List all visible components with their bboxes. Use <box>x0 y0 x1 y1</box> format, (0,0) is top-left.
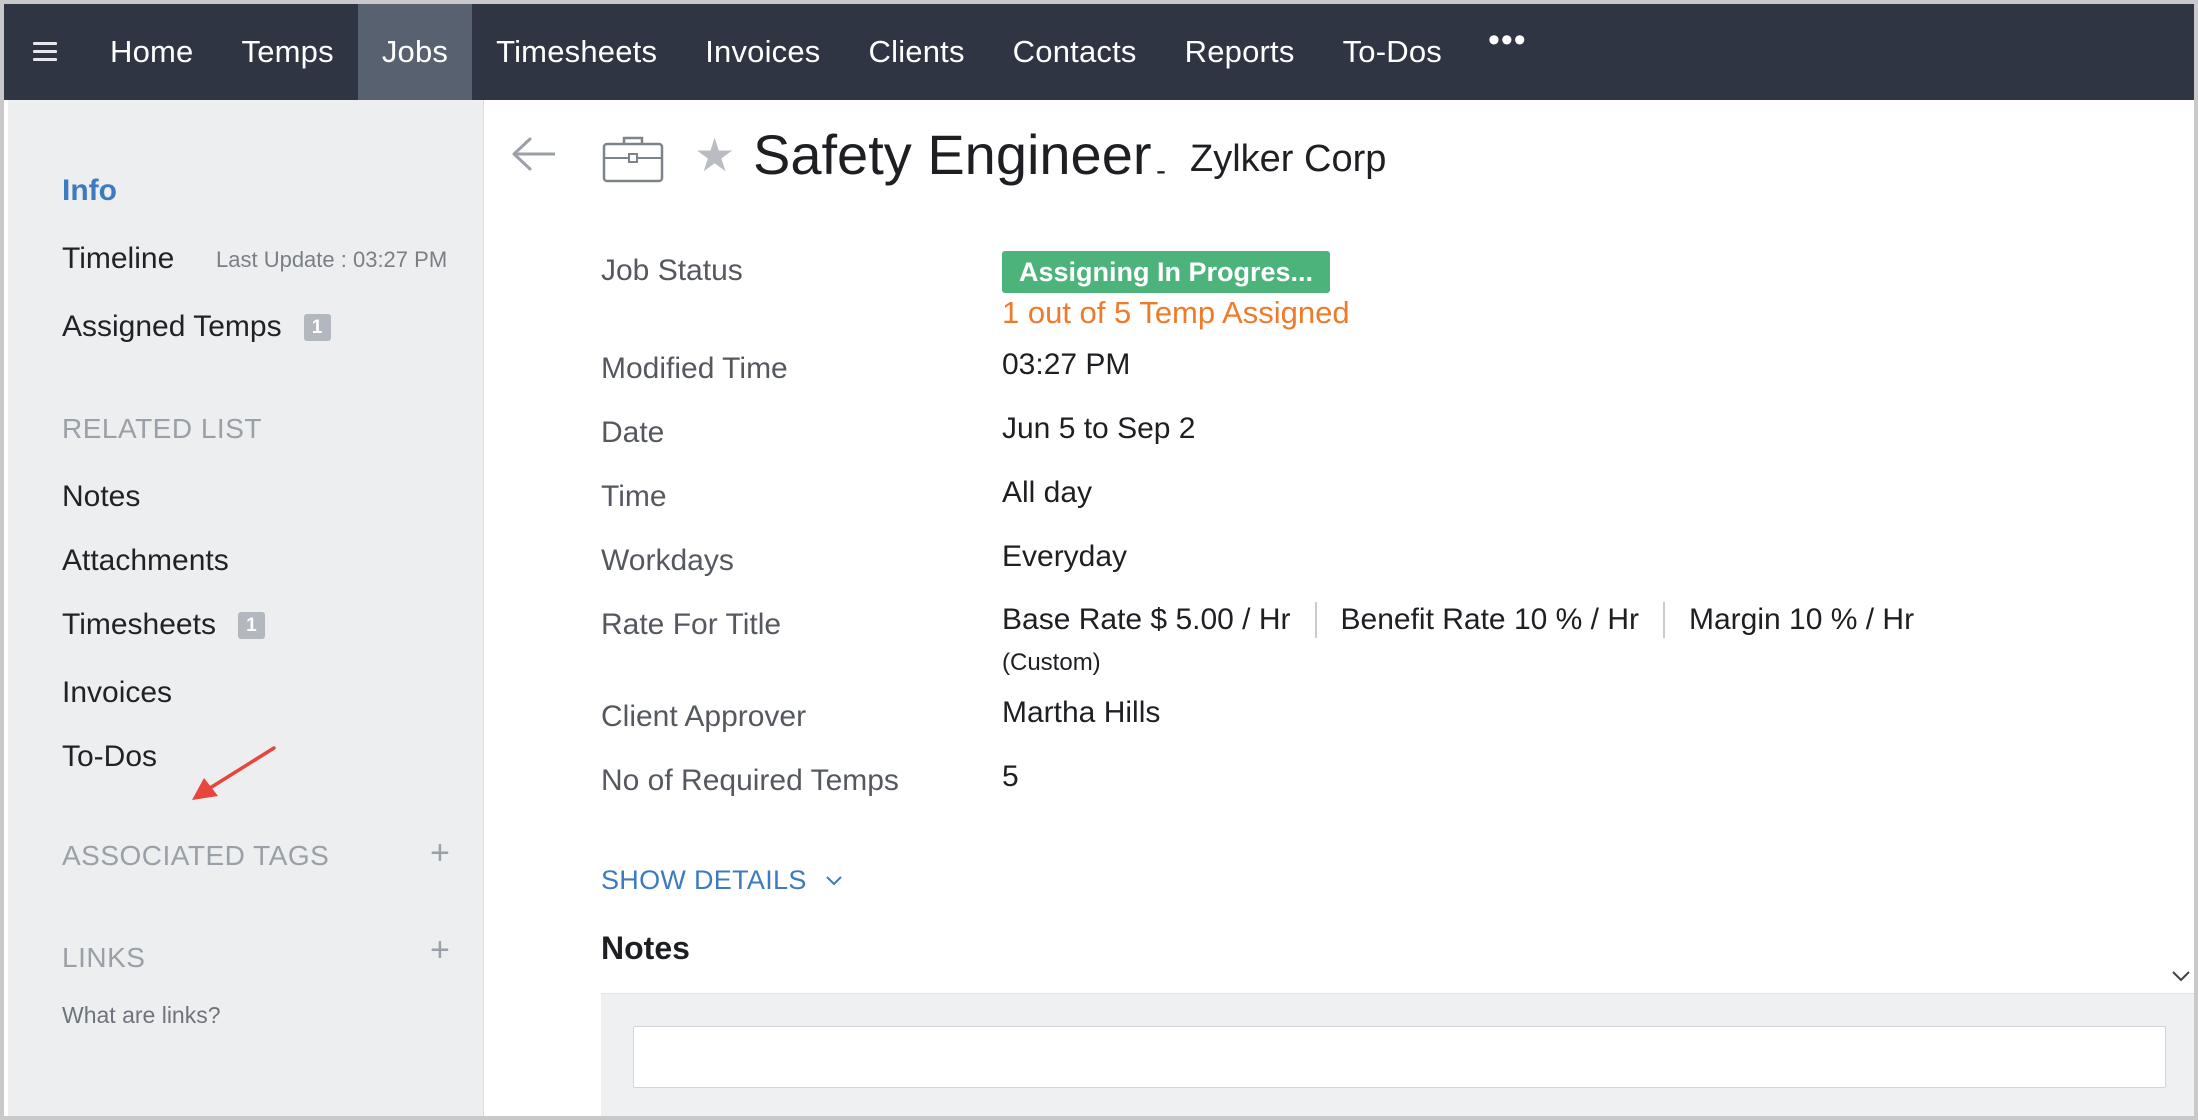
sidebar-item-attachments[interactable]: Attachments <box>62 544 229 577</box>
add-note-input[interactable] <box>633 1026 2166 1088</box>
associated-tags-heading: ASSOCIATED TAGS <box>62 840 330 871</box>
benefit-rate-value: Benefit Rate 10 % / Hr <box>1340 603 1639 636</box>
rate-divider <box>1314 602 1317 638</box>
date-label: Date <box>601 416 665 449</box>
nav-item-reports[interactable]: Reports <box>1184 34 1295 69</box>
count-badge: 1 <box>237 612 265 639</box>
nav-item-timesheets[interactable]: Timesheets <box>496 34 658 69</box>
modified-time-label: Modified Time <box>601 352 788 385</box>
client-name[interactable]: Zylker Corp <box>1190 138 1387 180</box>
title-separator: - <box>1156 154 1166 187</box>
more-menu-icon[interactable]: ••• <box>1487 21 1527 59</box>
nav-item-todos[interactable]: To-Dos <box>1342 34 1442 69</box>
collapse-chevron-icon[interactable] <box>2171 970 2191 982</box>
count-badge: 1 <box>303 314 331 341</box>
rate-values: Base Rate $ 5.00 / Hr Benefit Rate 10 % … <box>1002 602 1914 638</box>
notes-panel <box>601 993 2194 1116</box>
sidebar-item-assigned-temps[interactable]: Assigned Temps 1 <box>62 310 331 344</box>
add-tag-plus-icon[interactable]: + <box>430 834 450 872</box>
star-icon[interactable]: ★ <box>694 129 736 181</box>
base-rate-value: Base Rate $ 5.00 / Hr <box>1002 603 1291 636</box>
job-title: Safety Engineer <box>753 123 1152 186</box>
sidebar-item-label: Timesheets <box>62 608 216 641</box>
client-approver-label: Client Approver <box>601 700 807 733</box>
workdays-label: Workdays <box>601 544 734 577</box>
workdays-value: Everyday <box>1002 540 1128 573</box>
sidebar-item-invoices[interactable]: Invoices <box>62 676 173 709</box>
notes-section-title: Notes <box>601 930 690 966</box>
sidebar-item-timeline[interactable]: Timeline <box>62 242 175 275</box>
nav-item-temps[interactable]: Temps <box>241 34 334 69</box>
modified-time-value: 03:27 PM <box>1002 348 1131 381</box>
nav-item-invoices[interactable]: Invoices <box>705 34 821 69</box>
rate-custom-note: (Custom) <box>1002 649 1101 676</box>
show-details-label: SHOW DETAILS <box>601 865 807 895</box>
nav-item-contacts[interactable]: Contacts <box>1012 34 1137 69</box>
sidebar: Info Timeline Last Update : 03:27 PM Ass… <box>8 100 484 1116</box>
add-link-plus-icon[interactable]: + <box>430 931 450 969</box>
sidebar-item-notes[interactable]: Notes <box>62 480 141 513</box>
required-temps-label: No of Required Temps <box>601 764 899 797</box>
time-value: All day <box>1002 476 1093 509</box>
timeline-last-update: Last Update : 03:27 PM <box>216 247 448 272</box>
hamburger-icon <box>33 42 57 62</box>
back-arrow-icon[interactable] <box>511 136 557 172</box>
sidebar-item-info[interactable]: Info <box>62 174 117 207</box>
required-temps-value: 5 <box>1002 760 1019 793</box>
links-heading: LINKS <box>62 942 146 973</box>
menu-button[interactable] <box>4 4 86 100</box>
rate-divider <box>1662 602 1665 638</box>
nav-item-clients[interactable]: Clients <box>868 34 965 69</box>
briefcase-icon <box>602 136 664 183</box>
status-badge: Assigning In Progres... <box>1002 251 1331 293</box>
sidebar-item-label: Assigned Temps <box>62 310 282 343</box>
red-arrow-annotation <box>192 746 276 800</box>
time-label: Time <box>601 480 667 513</box>
job-status-label: Job Status <box>601 254 743 287</box>
nav-item-jobs[interactable]: Jobs <box>357 4 473 100</box>
related-list-heading: RELATED LIST <box>62 413 262 444</box>
client-approver-value[interactable]: Martha Hills <box>1002 696 1161 729</box>
rate-for-title-label: Rate For Title <box>601 608 782 641</box>
margin-value: Margin 10 % / Hr <box>1688 603 1915 636</box>
show-details-button[interactable]: SHOW DETAILS <box>601 865 843 896</box>
temp-assigned-count: 1 out of 5 Temp Assigned <box>1002 295 1350 330</box>
job-detail-panel: ★ Safety Engineer - Zylker Corp Job Stat… <box>485 100 2194 1116</box>
date-value: Jun 5 to Sep 2 <box>1002 412 1196 445</box>
what-are-links-link[interactable]: What are links? <box>62 1002 221 1028</box>
nav-item-home[interactable]: Home <box>110 34 194 69</box>
sidebar-item-timesheets[interactable]: Timesheets 1 <box>62 608 265 642</box>
top-navigation-bar: Home Temps Jobs Timesheets Invoices Clie… <box>4 4 2194 100</box>
sidebar-item-todos[interactable]: To-Dos <box>62 740 158 773</box>
chevron-down-icon <box>825 875 842 885</box>
